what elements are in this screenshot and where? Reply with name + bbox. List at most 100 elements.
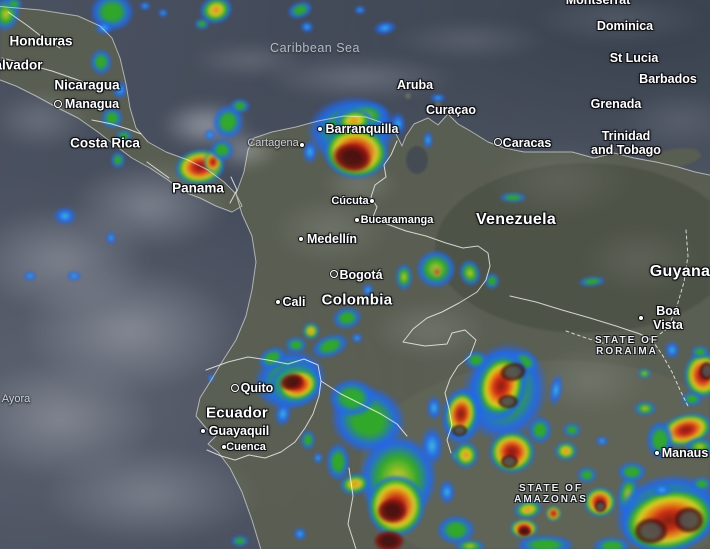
- radar-cell-level-2: [209, 138, 235, 162]
- bogota-marker: [330, 270, 338, 278]
- label-cuenca: Cuenca: [226, 440, 266, 453]
- radar-cell-gray: [699, 361, 710, 381]
- radar-cell-level-1: [292, 526, 308, 542]
- radar-cell-level-3: [685, 437, 710, 457]
- radar-cell-level-1: [422, 129, 434, 151]
- quito-marker: [231, 384, 239, 392]
- radar-cell-level-2: [110, 151, 126, 169]
- label-managua: Managua: [64, 97, 120, 111]
- radar-cell-level-2: [463, 350, 489, 370]
- managua-marker: [54, 100, 62, 108]
- label-ecuador: Ecuador: [205, 404, 269, 422]
- radar-cell-level-1: [207, 373, 215, 383]
- label-aruba: Aruba: [396, 78, 434, 92]
- cloud-blob: [190, 42, 310, 78]
- radar-cell-level-1: [663, 339, 681, 361]
- cloud-blob: [620, 90, 710, 150]
- radar-cell-level-1: [105, 230, 117, 246]
- radar-cell-level-3: [636, 367, 652, 379]
- cloud-blob: [0, 360, 160, 480]
- label-grenada: Grenada: [590, 97, 642, 111]
- label-colombia: Colombia: [321, 291, 393, 309]
- cali-marker: [276, 300, 280, 304]
- radar-cell-level-5: [432, 267, 442, 277]
- cuenca-marker: [222, 445, 226, 449]
- label-cucuta: Cúcuta: [331, 194, 369, 207]
- label-guayaquil: Guayaquil: [208, 424, 270, 438]
- radar-cell-gray: [499, 453, 519, 469]
- label-salvador: Salvador: [0, 57, 43, 73]
- label-medellin: Medellín: [306, 232, 358, 246]
- caracas-marker: [494, 138, 502, 146]
- label-costa-rica: Costa Rica: [70, 135, 140, 151]
- radar-cell-dark: [373, 530, 405, 549]
- cloud-blob: [485, 140, 635, 220]
- radar-cell-level-1: [138, 1, 152, 11]
- label-cali: Cali: [282, 295, 306, 309]
- radar-cell-dark: [516, 525, 532, 537]
- label-trinidad-and-tobago: Trinidad and Tobago: [591, 129, 661, 157]
- radar-cell-level-2: [616, 461, 648, 483]
- label-bucaramanga: Bucaramanga: [360, 213, 434, 226]
- cloud-blob: [20, 265, 240, 395]
- radar-cell-level-2: [591, 536, 633, 549]
- cloud-blob: [530, 0, 710, 45]
- radar-cell-gray: [497, 393, 519, 409]
- cucuta-marker: [370, 199, 374, 203]
- label-guyana: Guyana: [649, 263, 710, 281]
- radar-cell-level-1: [203, 128, 217, 142]
- guayaquil-marker: [201, 429, 205, 433]
- radar-cell-level-4: [554, 441, 578, 461]
- radar-cell-level-1: [353, 5, 367, 15]
- radar-cell-level-1: [93, 20, 115, 36]
- cloud-blob: [390, 20, 550, 60]
- radar-cell-level-2: [194, 18, 210, 30]
- radar-cell-level-4: [302, 322, 320, 340]
- radar-cell-level-1: [312, 451, 324, 465]
- radar-cell-dark: [376, 498, 408, 524]
- radar-cell-level-2: [230, 535, 250, 547]
- cloud-blob: [270, 195, 390, 265]
- bucaramanga-marker: [355, 218, 359, 222]
- label-bogota: Bogotá: [339, 268, 383, 282]
- barranquilla-marker: [318, 127, 322, 131]
- label-boa-vista: Boa Vista: [653, 304, 683, 332]
- radar-cell-level-1: [22, 270, 38, 282]
- label-quito: Quito: [240, 381, 274, 395]
- label-honduras: Honduras: [9, 33, 73, 49]
- radar-cell-level-3: [395, 263, 413, 291]
- radar-cell-level-2: [229, 98, 251, 114]
- radar-cell-level-1: [650, 483, 674, 497]
- radar-cell-level-2: [115, 129, 133, 143]
- label-barranquilla: Barranquilla: [325, 122, 399, 136]
- radar-cell-level-2: [484, 272, 500, 290]
- cloud-blob: [0, 90, 90, 150]
- label-caribbean-sea: Caribbean Sea: [270, 41, 360, 55]
- manaus-marker: [655, 451, 659, 455]
- radar-cell-level-1: [51, 205, 79, 227]
- label-nicaragua: Nicaragua: [54, 77, 120, 93]
- radar-cell-level-1: [350, 332, 364, 344]
- radar-cell-level-2: [325, 441, 351, 483]
- label-cartagena: Cartagena: [247, 136, 299, 149]
- radar-cell-level-1: [594, 435, 610, 447]
- label-state-of-roraima: STATE OF RORAIMA: [595, 334, 659, 357]
- radar-cell-level-1: [418, 422, 446, 470]
- radar-cell-level-1: [111, 79, 129, 101]
- label-caracas: Caracas: [502, 136, 552, 150]
- radar-cell-level-3: [633, 400, 657, 416]
- radar-cell-level-1: [428, 93, 448, 103]
- radar-cell-level-1: [425, 393, 443, 423]
- radar-cell-level-2: [690, 345, 710, 359]
- radar-cell-gray: [673, 506, 705, 534]
- cartagena-marker: [300, 143, 304, 147]
- radar-cell-level-3: [454, 539, 486, 549]
- cloud-blob: [40, 445, 260, 545]
- label-montserrat: Montserrat: [565, 0, 631, 7]
- radar-cell-level-5: [545, 505, 561, 521]
- radar-cell-gray: [633, 517, 669, 545]
